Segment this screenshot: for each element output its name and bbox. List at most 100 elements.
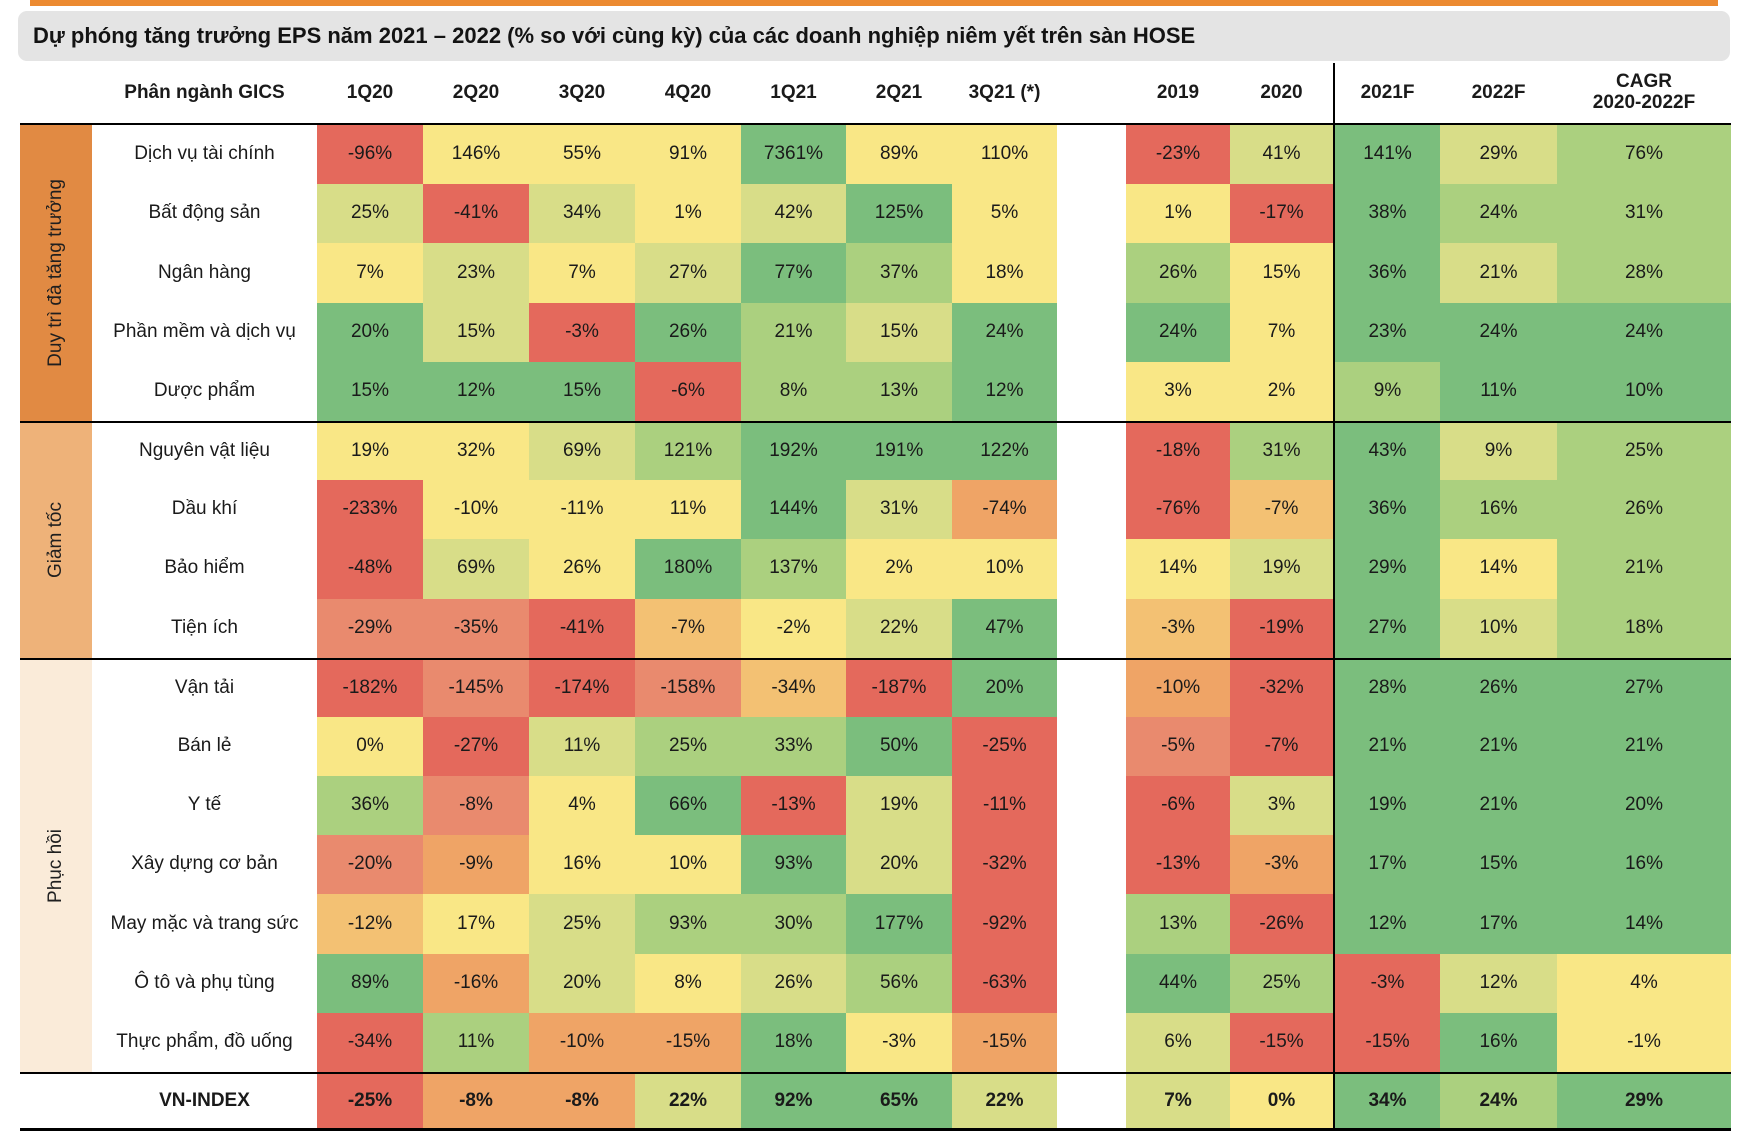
heatmap-cell: 21%	[1440, 776, 1557, 836]
footer-heatmap-cell: 7%	[1126, 1072, 1230, 1132]
heatmap-cell: 42%	[741, 184, 846, 244]
heatmap-cell: -3%	[1126, 598, 1230, 658]
footer-heatmap-cell: -8%	[529, 1072, 635, 1132]
heatmap-cell: 43%	[1333, 420, 1440, 481]
heatmap-cell: -13%	[741, 776, 846, 836]
gap-cell	[1057, 362, 1126, 421]
heatmap-cell: 19%	[1230, 539, 1333, 599]
heatmap-cell: 91%	[635, 125, 741, 185]
heatmap-cell: -32%	[952, 835, 1057, 895]
heatmap-cell: 20%	[1557, 776, 1731, 836]
heatmap-cell: 25%	[1557, 420, 1731, 481]
heatmap-cell: -20%	[317, 835, 423, 895]
heatmap-cell: 12%	[1440, 953, 1557, 1013]
group-label: Giảm tốc	[20, 420, 92, 658]
heatmap-cell: 89%	[317, 953, 423, 1013]
heatmap-cell: 41%	[1230, 125, 1333, 185]
heatmap-cell: 16%	[1440, 1012, 1557, 1072]
heatmap-cell: 17%	[1333, 835, 1440, 895]
heatmap-cell: 25%	[1230, 953, 1333, 1013]
column-header: 2Q20	[423, 63, 529, 125]
heatmap-cell: 191%	[846, 420, 952, 481]
heatmap-cell: 19%	[846, 776, 952, 836]
heatmap-cell: 15%	[423, 302, 529, 362]
heatmap-cell: -7%	[1230, 480, 1333, 540]
column-header: 3Q20	[529, 63, 635, 125]
heatmap-cell: 24%	[1440, 184, 1557, 244]
row-label: Phần mềm và dịch vụ	[113, 320, 296, 342]
heatmap-cell: 19%	[317, 420, 423, 481]
column-header: 2020	[1230, 63, 1333, 125]
heatmap-cell: -174%	[529, 657, 635, 717]
footer-heatmap-cell: 29%	[1557, 1072, 1731, 1132]
heatmap-cell: 4%	[1557, 953, 1731, 1013]
heatmap-cell: 10%	[1440, 598, 1557, 658]
heatmap-cell: 36%	[317, 776, 423, 836]
heatmap-cell: 20%	[952, 657, 1057, 717]
heatmap-cell: 7%	[317, 243, 423, 303]
column-header: CAGR 2020-2022F	[1557, 63, 1731, 125]
heatmap-cell: 37%	[846, 243, 952, 303]
heatmap-cell: 36%	[1333, 480, 1440, 540]
heatmap-cell: -182%	[317, 657, 423, 717]
gap-cell	[1057, 1013, 1126, 1072]
heatmap-cell: 2%	[846, 539, 952, 599]
row-label: Bảo hiểm	[164, 557, 245, 579]
row-label: Thực phẩm, đồ uống	[116, 1030, 293, 1052]
heatmap-cell: 23%	[423, 243, 529, 303]
heatmap-cell: 47%	[952, 598, 1057, 658]
title-bar: Dự phóng tăng trưởng EPS năm 2021 – 2022…	[18, 11, 1730, 61]
footer-heatmap-cell: 24%	[1440, 1072, 1557, 1132]
gap-cell	[1057, 125, 1126, 184]
gap-cell	[1057, 835, 1126, 894]
heatmap-cell: 4%	[529, 776, 635, 836]
heatmap-cell: 7%	[529, 243, 635, 303]
heatmap-cell: -145%	[423, 657, 529, 717]
column-header: 2021F	[1333, 63, 1440, 125]
heatmap-cell: -16%	[423, 953, 529, 1013]
heatmap-cell: -3%	[1333, 953, 1440, 1013]
gap-cell	[1057, 954, 1126, 1013]
heatmap-cell: 17%	[1440, 894, 1557, 954]
heatmap-cell: 27%	[635, 243, 741, 303]
heatmap-cell: 13%	[1126, 894, 1230, 954]
heatmap-cell: -2%	[741, 598, 846, 658]
heatmap-cell: 21%	[741, 302, 846, 362]
heatmap-cell: 9%	[1440, 420, 1557, 481]
heatmap-cell: 44%	[1126, 953, 1230, 1013]
heatmap-cell: -11%	[529, 480, 635, 540]
column-header: 4Q20	[635, 63, 741, 125]
heatmap-cell: 26%	[635, 302, 741, 362]
heatmap-cell: -92%	[952, 894, 1057, 954]
row-label: Nguyên vật liệu	[92, 420, 317, 480]
heatmap-cell: 12%	[423, 361, 529, 421]
heatmap-cell: 10%	[1557, 361, 1731, 421]
heatmap-cell: 10%	[635, 835, 741, 895]
heatmap-cell: -96%	[317, 125, 423, 185]
row-label: Ô tô và phụ tùng	[134, 971, 275, 993]
gap-cell	[1057, 717, 1126, 776]
heatmap-cell: 11%	[423, 1012, 529, 1072]
gap-cell	[1057, 599, 1126, 658]
heatmap-cell: 21%	[1557, 539, 1731, 599]
group-label: Phục hồi	[20, 657, 92, 1072]
heatmap-cell: 15%	[846, 302, 952, 362]
heatmap-cell: -187%	[846, 657, 952, 717]
heatmap-cell: 192%	[741, 420, 846, 481]
heatmap-cell: 24%	[1126, 302, 1230, 362]
gap-cell	[1057, 539, 1126, 598]
heatmap-cell: 93%	[741, 835, 846, 895]
heatmap-cell: 18%	[1557, 598, 1731, 658]
heatmap-cell: 12%	[1333, 894, 1440, 954]
heatmap-cell: 34%	[529, 184, 635, 244]
heatmap-cell: 24%	[1557, 302, 1731, 362]
footer-heatmap-cell: 22%	[952, 1072, 1057, 1132]
heatmap-cell: -233%	[317, 480, 423, 540]
row-label: Tiện ích	[171, 616, 238, 638]
eps-growth-heatmap-table: Phân ngành GICS 1Q20 2Q20 3Q20 4Q20 1Q21 2Q21 3…	[20, 63, 1748, 1132]
heatmap-cell: 17%	[423, 894, 529, 954]
heatmap-cell: 56%	[846, 953, 952, 1013]
heatmap-cell: -48%	[317, 539, 423, 599]
heatmap-cell: -32%	[1230, 657, 1333, 717]
heatmap-cell: -7%	[1230, 716, 1333, 777]
